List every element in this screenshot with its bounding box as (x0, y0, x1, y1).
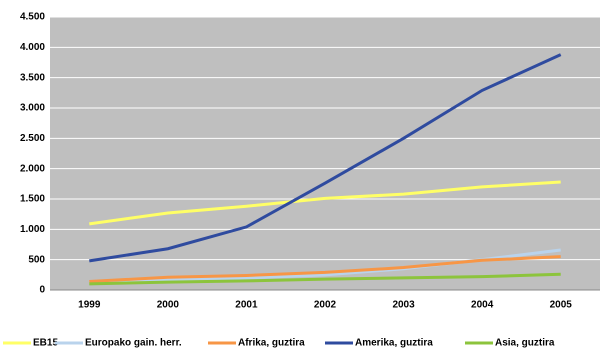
legend-label: Asia, guztira (495, 338, 555, 349)
y-tick-label: 500 (28, 254, 45, 265)
y-tick-label: 4.000 (20, 42, 45, 53)
legend-label: Amerika, guztira (355, 338, 433, 349)
x-tick-label: 2002 (314, 300, 337, 311)
x-tick-label: 2001 (235, 300, 258, 311)
plot-area (50, 17, 600, 290)
y-tick-label: 4.500 (20, 12, 45, 23)
y-tick-label: 0 (39, 285, 45, 296)
legend-label: Europako gain. herr. (85, 338, 182, 349)
x-tick-label: 2000 (157, 300, 180, 311)
series-line (89, 180, 561, 226)
x-tick-label: 1999 (78, 300, 101, 311)
legend-label: Afrika, guztira (238, 338, 305, 349)
y-tick-label: 1.000 (20, 224, 45, 235)
y-tick-label: 3.500 (20, 72, 45, 83)
x-tick-label: 2003 (392, 300, 415, 311)
y-tick-label: 2.500 (20, 133, 45, 144)
y-tick-label: 1.500 (20, 194, 45, 205)
series-line (89, 53, 562, 263)
legend-label: EB15 (33, 338, 58, 349)
series-line (89, 272, 561, 286)
x-tick-label: 2004 (471, 300, 494, 311)
series-line (89, 255, 561, 284)
y-tick-label: 2.000 (20, 163, 45, 174)
x-tick-label: 2005 (550, 300, 573, 311)
y-tick-label: 3.000 (20, 103, 45, 114)
